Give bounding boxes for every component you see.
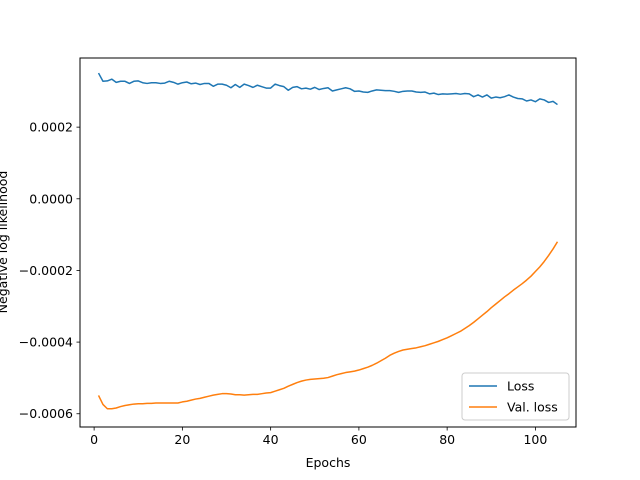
- legend-label-val-loss: Val. loss: [507, 400, 558, 415]
- legend-box: [461, 372, 570, 421]
- x-axis-label: Epochs: [306, 455, 351, 470]
- x-tick-label: 60: [351, 432, 367, 447]
- plot-lines: [97, 72, 559, 410]
- y-tick-label: 0.0002: [29, 120, 73, 135]
- y-tick-label: 0.0000: [29, 191, 73, 206]
- x-axis: 0 20 40 60 80 100: [90, 427, 547, 447]
- series-line-val-loss: [97, 241, 559, 410]
- legend-label-loss: Loss: [507, 379, 534, 394]
- y-tick-label: −0.0006: [19, 406, 73, 421]
- y-axis: −0.0006 −0.0004 −0.0002 0.0000 0.0002: [19, 120, 80, 421]
- y-tick-label: −0.0004: [19, 335, 73, 350]
- plot-area-frame: [79, 57, 577, 428]
- x-tick-label: 80: [439, 432, 455, 447]
- x-tick-label: 20: [174, 432, 190, 447]
- y-axis-label: Negative log likelihood: [0, 171, 10, 314]
- y-tick-label: −0.0002: [19, 263, 73, 278]
- x-tick-label: 100: [523, 432, 547, 447]
- series-line-loss: [97, 72, 558, 106]
- x-tick-label: 40: [263, 432, 279, 447]
- x-tick-label: 0: [90, 432, 98, 447]
- legend: Loss Val. loss: [461, 372, 570, 421]
